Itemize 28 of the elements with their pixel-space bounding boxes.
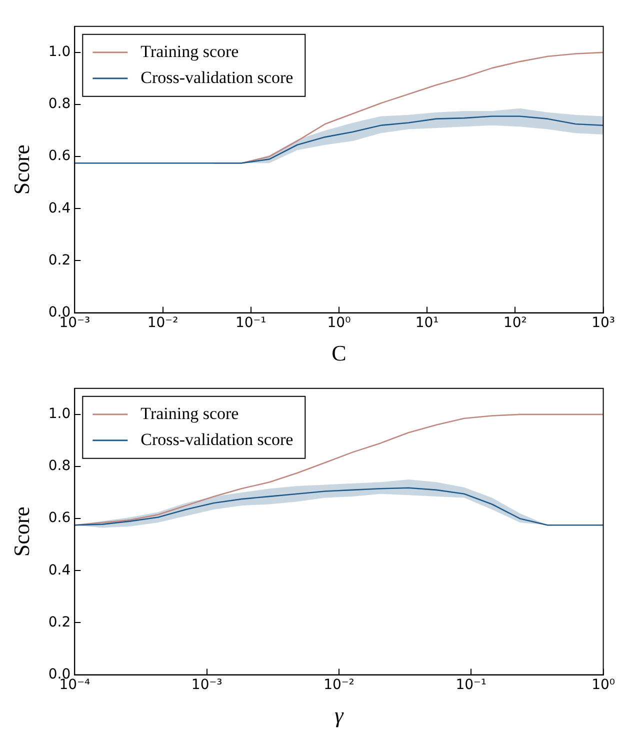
y-tick-label: 0.6 [48,510,71,526]
y-axis-title: Score [8,506,34,557]
y-tick-label: 0.8 [48,458,71,474]
y-tick-label: 0.2 [48,614,71,630]
x-tick-label: 10² [503,314,527,331]
x-tick-label: 10⁰ [592,676,616,693]
y-tick-label: 0.2 [48,252,71,268]
y-tick-label: 0.6 [48,148,71,164]
x-tick-label: 10⁰ [327,314,352,331]
x-tick-label: 10⁻³ [191,676,222,693]
y-tick-label: 0.4 [48,562,71,578]
legend-label: Training score [140,42,239,61]
y-tick-label: 0.4 [48,200,71,216]
y-tick-label: 1.0 [48,406,71,422]
x-tick-label: 10¹ [415,314,439,331]
legend-label: Cross-validation score [140,430,294,449]
y-tick-label: 0.8 [48,96,71,112]
y-axis-title: Score [8,144,34,195]
legend-label: Cross-validation score [140,68,294,87]
x-tick-label: 10⁻¹ [456,676,487,693]
x-axis-title: C [332,340,346,366]
x-tick-label: 10⁻¹ [235,314,266,331]
x-axis-title: γ [334,702,345,728]
legend-label: Training score [140,404,239,423]
y-tick-label: 1.0 [48,44,71,60]
x-tick-label: 10⁻² [147,314,178,331]
x-tick-label: 10⁻² [324,676,354,693]
x-tick-label: 10³ [592,314,616,331]
